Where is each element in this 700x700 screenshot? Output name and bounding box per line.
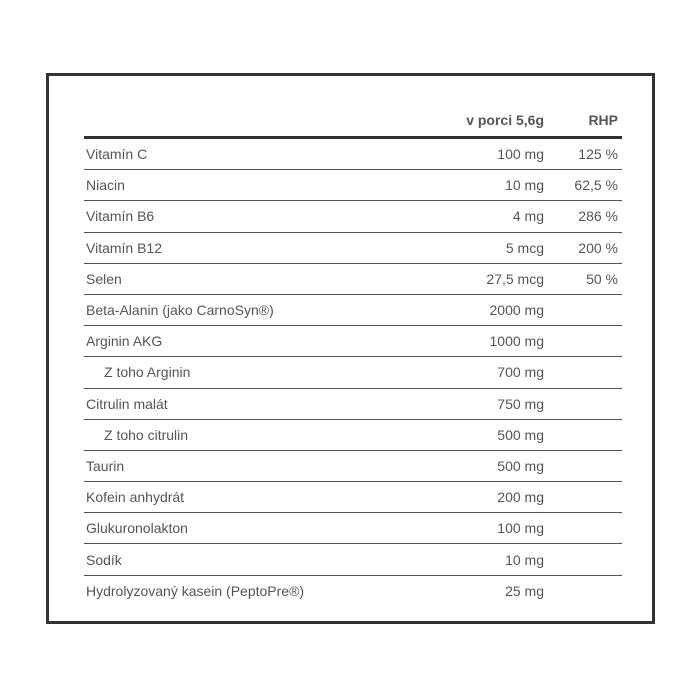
- ingredient-name: Taurin: [84, 450, 410, 483]
- ingredient-rhp: [556, 294, 622, 327]
- ingredient-name: Vitamín B6: [84, 200, 410, 233]
- ingredient-rhp: [556, 419, 622, 451]
- ingredient-amount: 700 mg: [410, 356, 556, 389]
- table-row: Z toho Arginin 700 mg: [84, 356, 622, 389]
- ingredient-amount: 750 mg: [410, 388, 556, 420]
- ingredient-name: Vitamín C: [84, 137, 410, 171]
- ingredient-name: Vitamín B12: [84, 232, 410, 264]
- table-row: Beta-Alanin (jako CarnoSyn®) 2000 mg: [84, 294, 622, 327]
- ingredient-name: Beta-Alanin (jako CarnoSyn®): [84, 294, 410, 327]
- header-rhp: RHP: [556, 104, 622, 139]
- ingredient-rhp: [556, 575, 622, 606]
- table-row: Taurin 500 mg: [84, 450, 622, 483]
- ingredient-rhp: [556, 481, 622, 514]
- ingredient-amount: 2000 mg: [410, 294, 556, 327]
- ingredient-rhp: 62,5 %: [556, 169, 622, 202]
- ingredient-amount: 100 mg: [410, 137, 556, 171]
- table-row: Niacin 10 mg 62,5 %: [84, 169, 622, 202]
- ingredient-rhp: [556, 450, 622, 483]
- table-row: Vitamín B12 5 mcg 200 %: [84, 232, 622, 264]
- ingredient-amount: 25 mg: [505, 582, 544, 599]
- nutrition-table-frame: v porci 5,6g RHP Vitamín C 100 mg 125 % Nia…: [46, 73, 655, 624]
- ingredient-rhp: [556, 325, 622, 358]
- ingredient-amount: 5 mcg: [410, 232, 556, 264]
- table-row: Vitamín C 100 mg 125 %: [84, 137, 622, 171]
- header-name: [84, 104, 410, 139]
- table-row: Vitamín B6 4 mg 286 %: [84, 200, 622, 233]
- ingredient-amount: 500 mg: [410, 419, 556, 451]
- table-row: Glukuronolakton 100 mg: [84, 512, 622, 545]
- ingredient-amount: 200 mg: [410, 481, 556, 514]
- ingredient-name: Niacin: [84, 169, 410, 202]
- ingredient-rhp: [556, 356, 622, 389]
- table-row: Sodík 10 mg: [84, 543, 622, 576]
- table-row: Z toho citrulin 500 mg: [84, 419, 622, 451]
- header-per-serving: v porci 5,6g: [410, 104, 556, 139]
- table-row: Citrulin malát 750 mg: [84, 388, 622, 420]
- ingredient-amount: 4 mg: [410, 200, 556, 233]
- ingredient-amount: 10 mg: [410, 543, 556, 576]
- ingredient-amount: 27,5 mcg: [410, 263, 556, 295]
- ingredient-rhp: 125 %: [556, 137, 622, 171]
- ingredient-rhp: [556, 512, 622, 545]
- ingredient-name: Z toho Arginin: [84, 356, 410, 389]
- ingredient-rhp: [556, 543, 622, 576]
- ingredient-name: Arginin AKG: [84, 325, 410, 358]
- ingredient-amount: 100 mg: [410, 512, 556, 545]
- ingredient-name: Z toho citrulin: [84, 419, 410, 451]
- ingredient-name: Citrulin malát: [84, 388, 410, 420]
- ingredient-name: Glukuronolakton: [84, 512, 410, 545]
- ingredient-name: Selen: [84, 263, 410, 295]
- nutrition-table: v porci 5,6g RHP Vitamín C 100 mg 125 % Nia…: [84, 104, 622, 606]
- ingredient-name: Hydrolyzovaný kasein (PeptoPre®): [86, 582, 305, 599]
- ingredient-name: Sodík: [84, 543, 410, 576]
- ingredient-name: Kofein anhydrát: [84, 481, 410, 514]
- table-row: Hydrolyzovaný kasein (PeptoPre®) 25 mg: [84, 575, 622, 606]
- table-row: Kofein anhydrát 200 mg: [84, 481, 622, 514]
- ingredient-rhp: [556, 388, 622, 420]
- ingredient-amount: 10 mg: [410, 169, 556, 202]
- table-row: Arginin AKG 1000 mg: [84, 325, 622, 358]
- ingredient-rhp: 200 %: [556, 232, 622, 264]
- ingredient-rhp: 50 %: [556, 263, 622, 295]
- ingredient-rhp: 286 %: [556, 200, 622, 233]
- table-row: Selen 27,5 mcg 50 %: [84, 263, 622, 295]
- ingredient-amount: 500 mg: [410, 450, 556, 483]
- table-header-row: v porci 5,6g RHP: [84, 104, 622, 139]
- ingredient-amount: 1000 mg: [410, 325, 556, 358]
